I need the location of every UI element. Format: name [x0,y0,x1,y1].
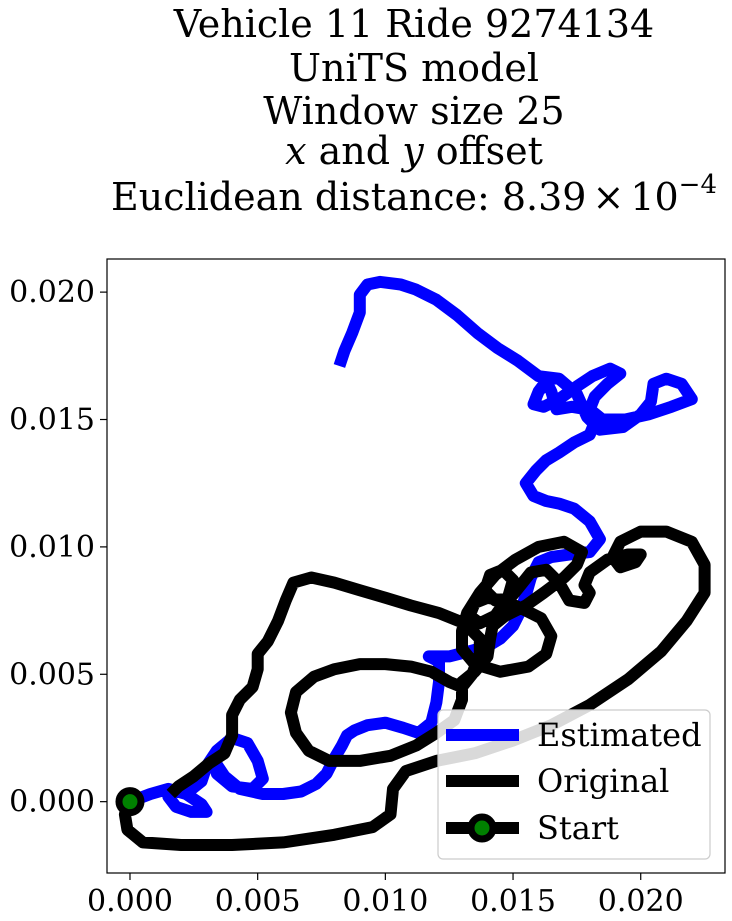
x-tick-label: 0.015 [470,884,556,919]
y-tick-label: 0.010 [9,530,95,565]
legend-start-label: Start [537,809,619,847]
y-axis: 0.000 0.005 0.010 0.015 0.020 [9,275,107,820]
title-distance-mantissa: 8.39 [502,175,587,219]
title-line-2: UniTS model [289,46,539,90]
y-tick-label: 0.020 [9,275,95,310]
title-var-x: x [285,129,306,173]
title-distance-prefix: Euclidean distance: [111,175,502,219]
x-tick-label: 0.005 [215,884,301,919]
series-layer [118,275,711,851]
legend-box [437,709,711,860]
legend-original-label: Original [537,762,669,800]
title-line-5: Euclidean distance: 8.39 × 10−4 [111,170,717,219]
start-point-marker [115,787,145,817]
title-line-3: Window size 25 [263,89,564,133]
legend: Estimated Original Start [437,709,711,860]
y-tick-label: 0.005 [9,657,95,692]
x-tick-label: 0.020 [598,884,684,919]
title-distance-times: × [592,175,624,219]
series-estimated-line [127,275,698,818]
y-tick-label: 0.000 [9,785,95,820]
plot-frame [106,258,726,874]
legend-estimated-label: Estimated [537,716,702,754]
series-original-line [118,525,711,851]
title-line-4: x and y offset [285,129,543,173]
x-axis: 0.000 0.005 0.010 0.015 0.020 [87,873,684,919]
title-and: and [307,129,403,173]
legend-start-marker [467,813,497,843]
start-marker-layer [115,787,145,817]
x-tick-label: 0.010 [342,884,428,919]
y-tick-label: 0.015 [9,403,95,438]
title-offset: offset [424,129,543,173]
title-distance-base: 10 [630,175,678,219]
x-tick-label: 0.000 [87,884,173,919]
title-distance-exponent: −4 [679,170,717,200]
chart-title: Vehicle 11 Ride 9274134 UniTS model Wind… [111,2,717,219]
title-line-1: Vehicle 11 Ride 9274134 [173,2,654,46]
title-var-y: y [400,129,424,173]
